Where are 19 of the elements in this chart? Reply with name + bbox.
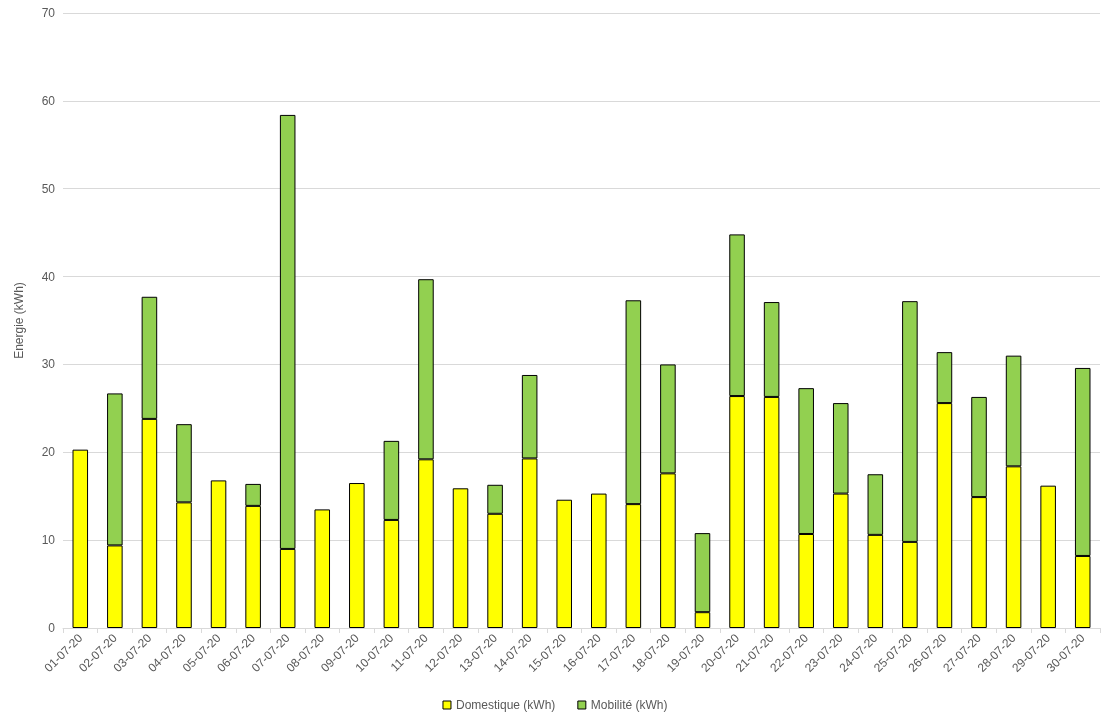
bar (72, 449, 89, 628)
bar (591, 493, 607, 628)
y-tick-label: 0 (48, 621, 56, 635)
bar (210, 480, 227, 628)
legend-label: Mobilité (kWh) (590, 698, 668, 712)
y-tick-label: 50 (41, 181, 56, 196)
y-tick-label: 70 (41, 6, 56, 20)
bar (314, 509, 331, 628)
y-tick-label: 20 (41, 445, 56, 460)
bar (1040, 485, 1056, 628)
y-tick-label: 40 (41, 269, 56, 284)
bar (452, 488, 469, 628)
y-tick-label: 60 (41, 93, 56, 108)
y-tick-label: 30 (41, 357, 56, 372)
legend-label: Domestique (kWh) (455, 698, 556, 712)
bar (349, 483, 365, 628)
bar (556, 499, 572, 628)
y-axis-title: Energie (kWh) (12, 282, 26, 359)
y-tick-label: 10 (41, 533, 56, 548)
